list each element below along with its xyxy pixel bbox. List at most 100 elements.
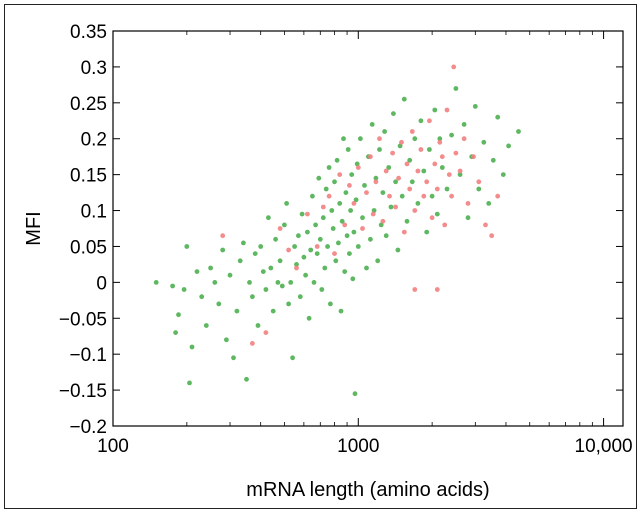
data-point: [404, 218, 410, 224]
data-point: [439, 154, 445, 160]
data-point: [170, 283, 176, 289]
data-point: [273, 236, 278, 242]
data-point: [347, 183, 352, 188]
data-point: [444, 186, 450, 192]
data-point: [362, 183, 367, 188]
data-point: [244, 376, 249, 382]
data-point: [516, 129, 521, 134]
data-point: [320, 215, 326, 221]
data-point: [194, 269, 200, 274]
y-tick-label: 0.15: [70, 166, 107, 187]
data-point: [375, 258, 381, 264]
data-point: [387, 193, 392, 199]
data-point: [395, 247, 401, 253]
data-point: [337, 172, 343, 178]
data-point: [449, 132, 454, 138]
y-tick-label: 0.3: [81, 58, 107, 79]
data-point: [437, 139, 443, 145]
data-point: [476, 179, 482, 185]
data-point: [368, 154, 373, 160]
data-point: [382, 129, 387, 134]
data-point: [344, 233, 350, 239]
data-point: [337, 201, 343, 206]
data-point: [323, 186, 329, 192]
data-point: [434, 211, 440, 217]
data-point: [286, 301, 291, 307]
data-point: [326, 193, 332, 199]
data-point: [380, 218, 386, 224]
data-point: [354, 161, 360, 167]
y-tick-label: −0.15: [59, 381, 107, 402]
data-point: [208, 265, 214, 271]
data-point: [446, 172, 452, 178]
data-point: [279, 283, 285, 289]
data-point: [203, 323, 209, 328]
data-point: [294, 265, 299, 271]
data-point: [294, 262, 299, 267]
data-point: [453, 150, 459, 156]
data-point: [255, 323, 261, 328]
ticks-layer: [112, 30, 623, 427]
data-point: [415, 201, 421, 206]
data-point: [212, 280, 218, 285]
data-point: [199, 294, 205, 300]
data-point: [412, 136, 418, 142]
data-point: [424, 179, 430, 185]
data-point: [370, 211, 376, 217]
plot-area: [112, 30, 624, 427]
data-point: [342, 222, 348, 228]
data-point: [313, 222, 318, 228]
data-point: [451, 64, 457, 70]
data-point: [181, 287, 187, 292]
data-point: [334, 157, 340, 163]
y-tick-label: −0.2: [69, 417, 107, 438]
data-point: [176, 312, 181, 318]
data-point: [483, 222, 488, 228]
labels-layer: 0.35 0.3 0.25 0.2 0.15 0.1 0.05 0 −0.05 −0.1 −0.15…: [59, 22, 633, 457]
data-point: [282, 222, 287, 228]
data-point: [305, 229, 310, 235]
data-point: [252, 251, 258, 256]
data-point: [439, 165, 445, 170]
data-point: [500, 172, 506, 178]
data-point: [444, 107, 450, 113]
data-point: [399, 193, 405, 199]
data-point: [404, 161, 410, 167]
data-point: [457, 172, 463, 178]
data-point: [360, 226, 365, 231]
data-point: [241, 240, 246, 246]
points-layer: [153, 64, 521, 397]
data-point: [388, 204, 394, 210]
data-point: [377, 147, 382, 152]
y-tick-label: 0.25: [70, 94, 107, 115]
data-point: [216, 301, 222, 307]
data-point: [421, 168, 427, 174]
data-point: [415, 168, 421, 174]
data-point: [437, 136, 443, 142]
data-point: [407, 186, 413, 192]
data-point: [237, 258, 243, 264]
data-point: [284, 201, 289, 206]
data-point: [427, 118, 432, 124]
data-point: [351, 201, 357, 206]
data-point: [332, 251, 337, 256]
data-point: [421, 193, 427, 199]
data-point: [476, 186, 482, 192]
y-tick-label: 0: [96, 273, 107, 294]
data-point: [495, 193, 501, 199]
data-point: [317, 236, 323, 242]
data-point: [247, 280, 252, 285]
data-point: [224, 337, 229, 343]
data-point: [351, 229, 357, 235]
data-point: [355, 165, 361, 170]
data-point: [432, 107, 438, 113]
data-point: [432, 161, 438, 167]
data-point: [184, 244, 190, 249]
y-tick-label: 0.1: [81, 202, 107, 223]
data-point: [486, 201, 492, 206]
data-point: [250, 341, 255, 346]
data-point: [434, 287, 440, 292]
data-point: [378, 222, 384, 228]
data-point: [461, 136, 467, 142]
